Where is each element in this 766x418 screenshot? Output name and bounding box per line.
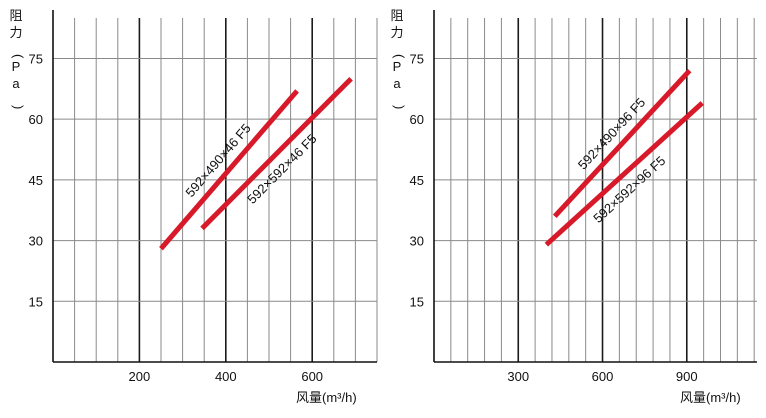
- series-line: [544, 101, 704, 247]
- y-tick-label: 30: [29, 234, 43, 249]
- x-tick-label: 400: [215, 369, 237, 384]
- x-tick-label: 900: [676, 369, 698, 384]
- x-axis-label: 风量(m³/h): [296, 390, 357, 405]
- x-tick-label: 200: [129, 369, 151, 384]
- series-line: [200, 76, 353, 231]
- y-tick-label: 45: [410, 173, 424, 188]
- series-line: [552, 68, 692, 219]
- x-axis-label: 风量(m³/h): [680, 390, 741, 405]
- y-tick-label: 15: [410, 294, 424, 309]
- series-line: [159, 89, 299, 251]
- y-tick-label: 15: [29, 294, 43, 309]
- y-tick-label: 60: [410, 112, 424, 127]
- y-tick-label: 60: [29, 112, 43, 127]
- x-tick-label: 300: [507, 369, 529, 384]
- x-tick-label: 600: [592, 369, 614, 384]
- y-tick-label: 75: [410, 51, 424, 66]
- y-tick-label: 45: [29, 173, 43, 188]
- y-tick-label: 30: [410, 234, 424, 249]
- x-tick-label: 600: [301, 369, 323, 384]
- y-tick-label: 75: [29, 51, 43, 66]
